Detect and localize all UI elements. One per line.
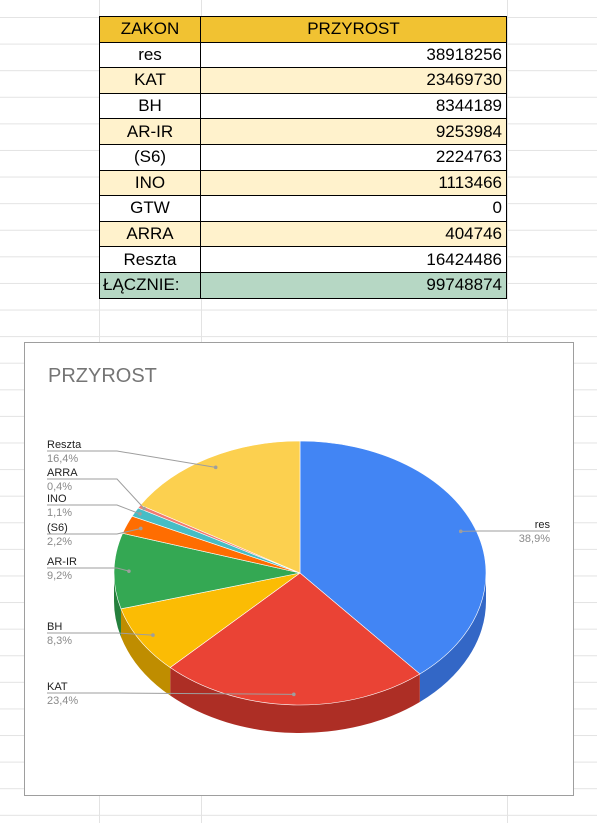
pie-slice-side <box>170 667 420 733</box>
cell-label[interactable]: GTW <box>99 195 201 222</box>
pie-label-anchor <box>138 526 143 531</box>
cell-value[interactable]: 2224763 <box>200 143 507 171</box>
cell-label[interactable]: INO <box>99 169 201 197</box>
cell-value[interactable]: 38918256 <box>200 41 507 69</box>
table-row: BH 8344189 <box>99 92 507 120</box>
pie-slice-side <box>114 573 121 637</box>
pie-label-anchor <box>138 512 142 516</box>
pie-label-name: KAT <box>47 681 68 693</box>
cell-value[interactable]: PRZYROST <box>200 16 507 43</box>
pie-label-percent: 38,9% <box>519 533 550 545</box>
pie-label-anchor <box>127 569 131 573</box>
table-row: KAT 23469730 <box>99 67 507 94</box>
cell-value[interactable]: 404746 <box>200 220 507 248</box>
table-row: ARRA 404746 <box>99 220 507 248</box>
cell-value[interactable]: 16424486 <box>200 246 507 273</box>
pie-leader-line <box>47 450 216 468</box>
pie-label-percent: 0,4% <box>47 481 72 493</box>
table-row: GTW 0 <box>99 195 507 222</box>
pie-side-walls <box>114 573 486 733</box>
pie-leader-line <box>47 478 145 509</box>
table-row: AR-IR 9253984 <box>99 118 507 145</box>
table-row: res 38918256 <box>99 41 507 69</box>
pie-label-anchor <box>213 465 218 470</box>
pie-label-name: ARRA <box>47 467 78 479</box>
pie-label-name: BH <box>47 621 62 633</box>
cell-value[interactable]: 0 <box>200 195 507 222</box>
pie-label-percent: 8,3% <box>47 635 72 647</box>
pie-label-name: res <box>535 519 551 531</box>
chart-title: PRZYROST <box>48 365 157 387</box>
pie-leader-line <box>47 527 141 535</box>
pie-leader-line <box>47 567 130 572</box>
cell-value[interactable]: 1113466 <box>200 169 507 197</box>
pie-slices <box>113 440 487 706</box>
table-total-row: ŁĄCZNIE: 99748874 <box>99 271 507 299</box>
cell-label[interactable]: ŁĄCZNIE: <box>99 271 201 299</box>
pie-slice[interactable] <box>140 440 301 574</box>
pie-leader-line <box>47 632 153 636</box>
cell-value[interactable]: 9253984 <box>200 118 507 145</box>
pie-leader-line <box>47 504 141 515</box>
pie-label-percent: 9,2% <box>47 570 72 582</box>
pie-labels: res 38,9% KAT 23,4% BH 8,3% AR-IR 9,2% (S6) 2,2% I… <box>47 439 550 707</box>
cell-value[interactable]: 23469730 <box>200 67 507 94</box>
cell-label[interactable]: (S6) <box>99 143 201 171</box>
table-row: INO 1113466 <box>99 169 507 197</box>
pie-slice-side <box>120 608 171 696</box>
cell-value[interactable]: 99748874 <box>200 271 507 299</box>
pie-label-percent: 23,4% <box>47 695 78 707</box>
pie-label-anchor <box>142 506 146 511</box>
pie-slice-side <box>419 573 486 702</box>
table-row: (S6) 2224763 <box>99 143 507 171</box>
pie-chart[interactable]: PRZYROST res 38,9% KAT 23,4% BH 8,3% AR-IR 9,2%… <box>24 342 574 796</box>
cell-label[interactable]: KAT <box>99 67 201 94</box>
pie-slice[interactable] <box>169 572 421 706</box>
pie-label-name: INO <box>47 493 67 505</box>
cell-label[interactable]: ARRA <box>99 220 201 248</box>
pie-label-name: Reszta <box>47 439 82 451</box>
pie-label-percent: 1,1% <box>47 507 72 519</box>
table-header-row: ZAKON PRZYROST <box>99 16 507 43</box>
pie-slice[interactable] <box>120 572 301 668</box>
pie-label-anchor <box>151 633 155 637</box>
pie-slice[interactable] <box>299 440 487 675</box>
data-table: ZAKON PRZYROST res 38918256 KAT 23469730 BH 834… <box>99 16 507 299</box>
cell-value[interactable]: 8344189 <box>200 92 507 120</box>
pie-slice[interactable] <box>113 532 301 610</box>
pie-label-name: (S6) <box>47 522 68 534</box>
cell-label[interactable]: ZAKON <box>99 16 201 43</box>
cell-label[interactable]: res <box>99 41 201 69</box>
pie-label-anchor <box>292 692 296 697</box>
cell-label[interactable]: Reszta <box>99 246 201 273</box>
table-row: Reszta 16424486 <box>99 246 507 273</box>
pie-leader-line <box>47 692 294 695</box>
pie-label-anchor <box>458 529 463 534</box>
cell-label[interactable]: BH <box>99 92 201 120</box>
pie-label-percent: 2,2% <box>47 536 72 548</box>
pie-chart-canvas: res 38,9% KAT 23,4% BH 8,3% AR-IR 9,2% (S6) 2,2% I… <box>47 439 550 733</box>
cell-label[interactable]: AR-IR <box>99 118 201 145</box>
pie-label-name: AR-IR <box>47 556 77 568</box>
pie-label-percent: 16,4% <box>47 453 78 465</box>
